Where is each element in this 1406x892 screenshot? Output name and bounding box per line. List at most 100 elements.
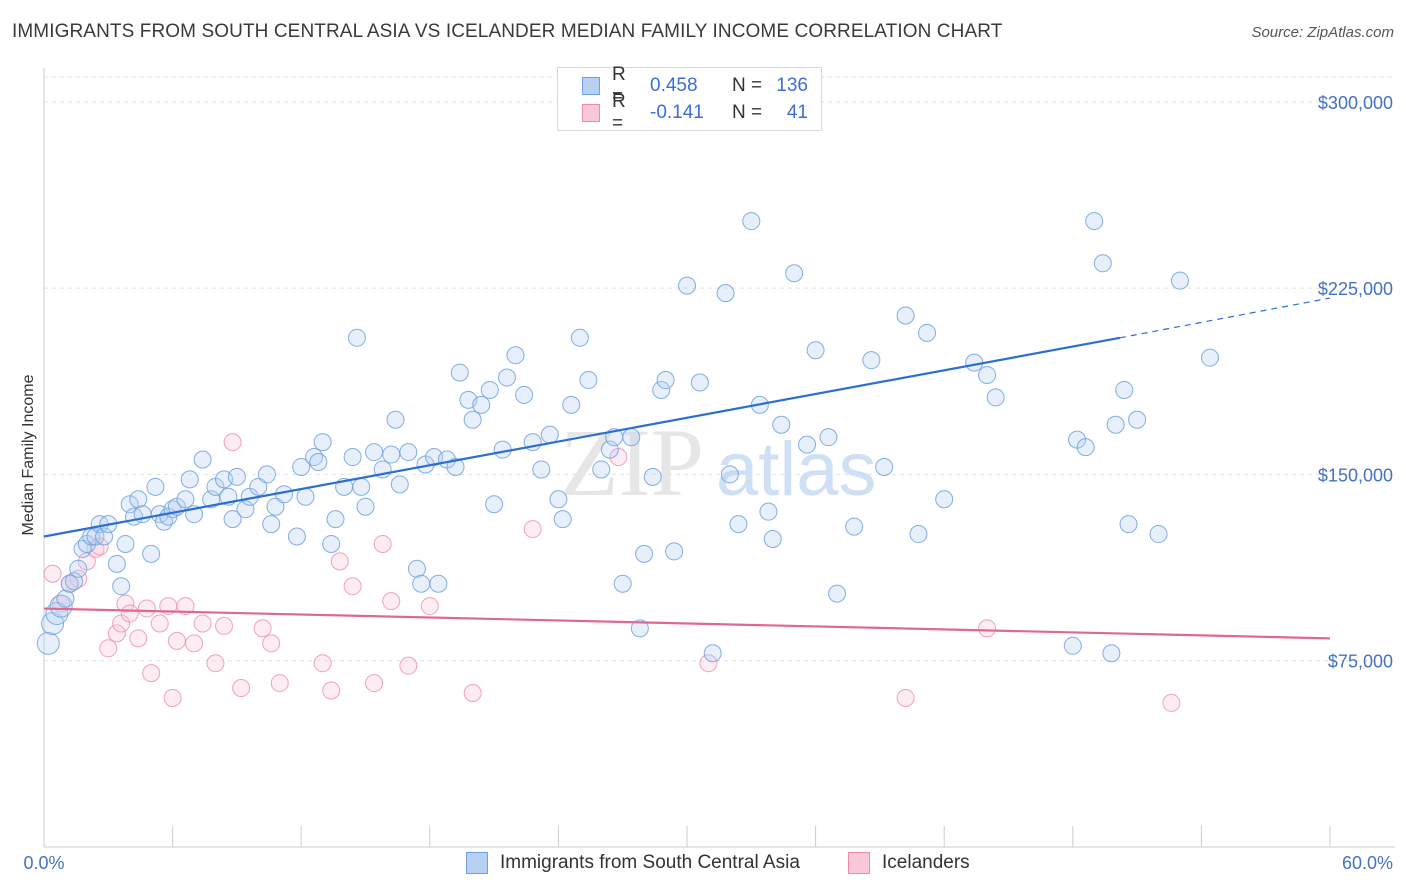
- immigrant-point: [506, 346, 525, 365]
- immigrant-point: [386, 410, 405, 429]
- immigrant-point: [798, 435, 817, 454]
- gridlines: [44, 76, 1395, 662]
- immigrants-trendline: [43, 336, 1121, 538]
- immigrant-point: [56, 589, 75, 608]
- bottom-legend-immigrants: Immigrants from South Central Asia: [466, 852, 800, 874]
- immigrant-point: [622, 428, 641, 447]
- immigrant-point: [36, 631, 60, 655]
- immigrant-point: [935, 490, 954, 509]
- immigrant-point: [309, 453, 328, 471]
- immigrant-point: [1102, 644, 1121, 663]
- immigrant-point: [390, 475, 409, 494]
- immigrant-point: [690, 373, 709, 392]
- legend-row-immigrants: R = 0.458 N = 136: [582, 64, 808, 107]
- icelander-point: [150, 614, 169, 633]
- trendlines: [43, 297, 1331, 640]
- immigrant-point: [472, 395, 491, 414]
- legend-n-value: 41: [786, 102, 808, 123]
- icelander-point: [107, 624, 126, 643]
- immigrant-point: [635, 544, 654, 563]
- immigrants-trendline-extension: [1119, 297, 1331, 339]
- icelander-point: [343, 577, 362, 596]
- bottom-legend-swatch-blue: [466, 852, 488, 874]
- legend-r-value: -0.141: [650, 102, 704, 123]
- icelander-point: [232, 679, 251, 698]
- stats-legend: R = 0.458 N = 136 R = -0.141 N = 41: [557, 64, 822, 134]
- watermark: ZIP atlas: [560, 409, 877, 516]
- watermark-zip: ZIP: [560, 409, 704, 516]
- immigrant-point: [257, 465, 276, 484]
- legend-swatch-pink: [582, 104, 600, 122]
- icelander-point: [420, 597, 439, 616]
- icelander-point: [1162, 693, 1181, 712]
- icelander-point: [382, 592, 401, 611]
- immigrant-point: [742, 212, 761, 231]
- y-tick-label: $300,000: [1318, 93, 1393, 113]
- immigrant-point: [613, 574, 632, 593]
- immigrant-point: [540, 425, 559, 444]
- immigrant-point: [592, 460, 611, 479]
- icelander-point: [463, 684, 482, 702]
- immigrant-point: [249, 477, 268, 496]
- immigrant-point: [1128, 410, 1147, 429]
- icelander-point: [163, 688, 182, 707]
- icelander-point: [365, 674, 384, 693]
- immigrant-point: [146, 477, 165, 496]
- immigrant-point: [986, 388, 1005, 407]
- immigrant-point: [665, 542, 684, 561]
- legend-row-icelanders: R = -0.141 N = 41: [582, 91, 808, 134]
- immigrant-point: [480, 380, 499, 399]
- immigrant-point: [287, 527, 306, 546]
- immigrant-point: [759, 502, 778, 521]
- immigrant-point: [399, 443, 418, 462]
- icelander-point: [896, 688, 915, 707]
- legend-swatch-blue: [582, 77, 600, 95]
- immigrant-point: [1076, 438, 1095, 457]
- icelander-point: [699, 654, 718, 673]
- immigrant-point: [407, 559, 426, 578]
- icelander-point: [142, 664, 161, 683]
- immigrant-point: [322, 534, 341, 553]
- immigrants-points: [36, 212, 1219, 663]
- bottom-legend-swatch-pink: [848, 852, 870, 874]
- immigrant-point: [1115, 380, 1134, 399]
- immigrant-point: [142, 544, 161, 563]
- immigrant-point: [352, 477, 371, 496]
- icelander-point: [330, 552, 349, 571]
- legend-n-label: N =: [732, 75, 763, 96]
- immigrant-point: [549, 490, 568, 509]
- x-tick-label: 60.0%: [1342, 853, 1393, 873]
- immigrant-point: [532, 460, 551, 479]
- immigrant-point: [1170, 271, 1189, 290]
- y-tick-label: $150,000: [1318, 465, 1393, 485]
- immigrant-point: [1093, 254, 1112, 273]
- icelander-point: [137, 599, 156, 618]
- immigrant-point: [1106, 415, 1125, 434]
- immigrant-point: [69, 559, 88, 578]
- icelanders-trendline: [43, 607, 1331, 640]
- immigrant-point: [763, 530, 782, 548]
- immigrant-point: [356, 497, 375, 516]
- tick-labels: $75,000 $150,000 $225,000 $300,000 0.0% 60.0%: [23, 93, 1393, 873]
- immigrant-point: [446, 457, 465, 476]
- immigrant-point: [720, 465, 739, 484]
- immigrant-point: [562, 395, 581, 414]
- immigrant-point: [656, 371, 675, 390]
- immigrant-point: [343, 448, 362, 467]
- immigrant-point: [493, 440, 512, 459]
- immigrant-point: [806, 341, 825, 360]
- immigrant-point: [313, 433, 332, 452]
- icelander-point: [253, 619, 272, 638]
- immigrant-point: [412, 574, 431, 593]
- immigrant-point: [497, 368, 516, 387]
- immigrant-point: [347, 328, 366, 347]
- immigrant-point: [716, 284, 735, 303]
- immigrant-point: [262, 515, 281, 534]
- immigrant-point: [875, 457, 894, 476]
- icelander-point: [43, 564, 62, 583]
- immigrant-point: [729, 515, 748, 534]
- immigrant-point: [1085, 212, 1104, 231]
- icelander-point: [399, 656, 418, 675]
- immigrant-point: [326, 510, 345, 529]
